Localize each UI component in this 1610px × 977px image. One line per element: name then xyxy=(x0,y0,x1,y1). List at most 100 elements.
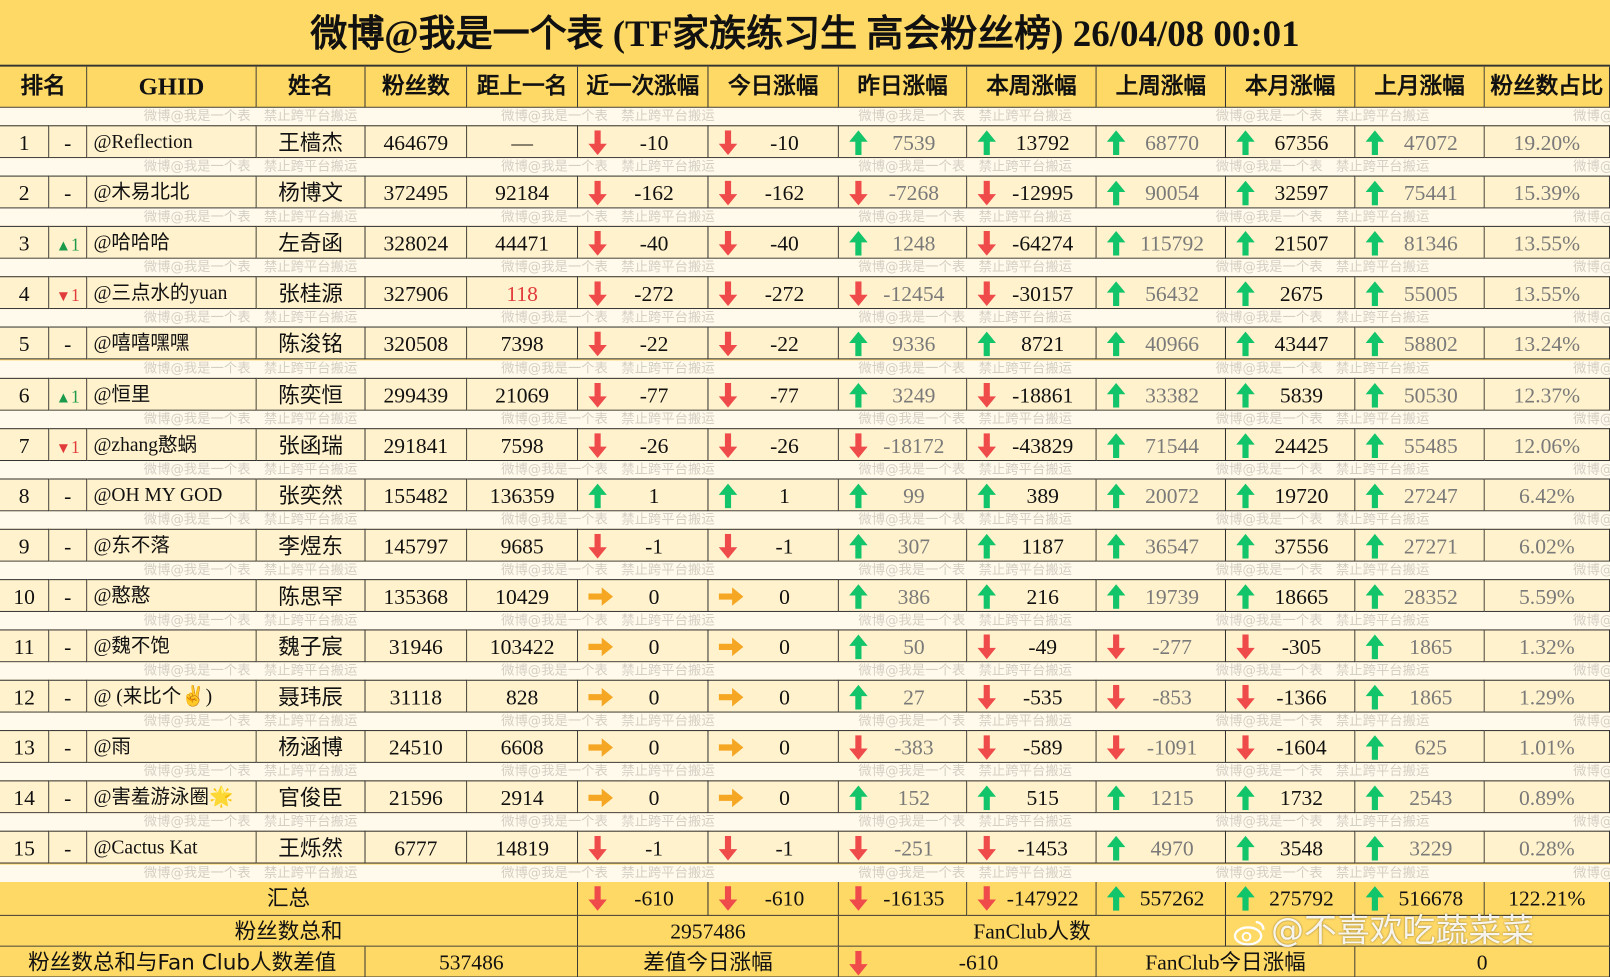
name-cell: 陈思罕 xyxy=(256,579,366,612)
column-header-gap[interactable]: 距上一名 xyxy=(467,66,579,108)
today-change-cell: -1 xyxy=(708,831,839,864)
last-month-change-cell: 28352 xyxy=(1355,579,1485,612)
arrow-up-icon xyxy=(977,332,996,357)
column-header-fans[interactable]: 粉丝数 xyxy=(365,66,468,108)
strip-watermark-text: 微博@我是一个表 禁止跨平台搬运 xyxy=(858,814,1073,831)
strip-watermark-text: 微博@我是一个表 禁止跨平台搬运 xyxy=(1215,562,1430,578)
rank-change-value: 1 xyxy=(71,285,80,306)
strip-watermark-text: 微博@我是一个表 禁止跨平台搬运 xyxy=(501,360,715,377)
ghid-cell[interactable]: @哈哈哈 xyxy=(87,226,257,259)
ghid-cell[interactable]: @雨 xyxy=(87,730,257,764)
rank-cell: 7 xyxy=(0,427,50,461)
this-week-change-value: -12995 xyxy=(1012,180,1074,206)
watermark-strip: 微博@我是一个表 禁止跨平台搬运 微博@我是一个表 禁止跨平台搬运 微博@我是一个表… xyxy=(0,511,1610,529)
last-week-change-value: 1215 xyxy=(1150,785,1194,811)
yesterday-change-value: 7539 xyxy=(892,130,936,156)
last-month-change-value: 3229 xyxy=(1409,836,1453,861)
strip-watermark-text: 微博@我是一个表 禁止跨平台搬运 xyxy=(1215,814,1430,831)
today-change-value: -10 xyxy=(770,130,799,156)
arrow-down-icon xyxy=(977,382,996,408)
recent-change-cell: 0 xyxy=(578,780,709,814)
ghid-cell[interactable]: @魏不饱 xyxy=(87,629,257,663)
fans-cell: 6777 xyxy=(365,831,468,864)
rank-change-cell: - xyxy=(49,730,88,764)
summary-yesterday-change-value: -16135 xyxy=(883,885,945,911)
strip-watermark-text: 微博@我是一个表 禁止跨平台搬运 xyxy=(501,411,715,427)
column-header-this-week-change[interactable]: 本周涨幅 xyxy=(967,66,1097,108)
ghid-cell[interactable]: @ (来比个✌️) xyxy=(87,679,257,713)
fans-cell: 291841 xyxy=(365,427,468,461)
today-change-cell: -272 xyxy=(708,276,839,310)
column-header-ghid[interactable]: GHID xyxy=(87,66,257,108)
column-header-last-week-change[interactable]: 上周涨幅 xyxy=(1096,66,1226,108)
last-month-change-cell: 47072 xyxy=(1355,125,1485,159)
strip-watermark-text: 微博@我是一个表 禁止跨平台搬运 xyxy=(1215,865,1430,881)
today-change-value: 0 xyxy=(779,584,790,609)
ghid-cell[interactable]: @三点水的yuan xyxy=(87,276,257,310)
this-month-change-cell: 32597 xyxy=(1225,175,1356,209)
yesterday-change-value: 9336 xyxy=(892,332,936,357)
yesterday-change-cell: 99 xyxy=(838,478,968,512)
ghid-cell[interactable]: @害羞游泳圈🌟 xyxy=(87,780,257,814)
this-month-change-value: 24425 xyxy=(1274,432,1329,458)
recent-change-cell: -1 xyxy=(578,528,709,562)
last-week-change-cell: 36547 xyxy=(1096,528,1226,562)
diff-today-change: -610 xyxy=(838,946,1097,977)
fans-cell: 327906 xyxy=(365,276,468,310)
arrow-up-icon xyxy=(977,584,996,609)
strip-watermark-text: 微博@我是一个表 禁止跨平台搬运 xyxy=(1215,159,1430,175)
column-header-today-change[interactable]: 今日涨幅 xyxy=(708,66,839,108)
this-week-change-cell: -12995 xyxy=(967,175,1097,209)
strip-watermark-text: 微博@我是一个表 禁止跨平台搬运 xyxy=(1573,360,1610,377)
last-month-change-value: 81346 xyxy=(1403,231,1458,256)
recent-change-cell: 0 xyxy=(578,629,709,663)
ghid-cell[interactable]: @Cactus Kat xyxy=(87,831,257,864)
ghid-cell[interactable]: @OH MY GOD xyxy=(87,478,257,512)
fans-fanclub-diff-label: 粉丝数总和与Fan Club人数差值 xyxy=(0,946,366,977)
ghid-cell[interactable]: @憨憨 xyxy=(87,579,257,612)
ghid-cell[interactable]: @恒里 xyxy=(87,377,257,411)
column-header-this-month-change[interactable]: 本月涨幅 xyxy=(1225,66,1356,108)
ghid-cell[interactable]: @木易北北 xyxy=(87,175,257,209)
ghid-cell[interactable]: @zhang憨蜗 xyxy=(87,427,257,461)
column-header-recent-change[interactable]: 近一次涨幅 xyxy=(578,66,709,108)
rank-cell: 15 xyxy=(0,831,50,864)
this-week-change-cell: -43829 xyxy=(967,427,1097,461)
rank-change-cell: - xyxy=(49,629,88,663)
ghid-cell[interactable]: @Reflection xyxy=(87,125,257,159)
summary-yesterday-change: -16135 xyxy=(838,881,968,916)
column-header-rank[interactable]: 排名 xyxy=(0,66,88,108)
column-header-fan-share[interactable]: 粉丝数占比 xyxy=(1484,66,1610,108)
yesterday-change-value: -7268 xyxy=(888,180,940,206)
arrow-down-icon xyxy=(977,432,996,458)
last-week-change-cell: 20072 xyxy=(1096,478,1226,512)
this-month-change-value: 43447 xyxy=(1274,332,1329,357)
today-change-value: -77 xyxy=(770,382,799,408)
arrow-up-icon xyxy=(1236,584,1255,609)
yesterday-change-value: 99 xyxy=(903,483,925,508)
triangle-down-icon: ▼ xyxy=(55,288,72,306)
summary-label: 汇总 xyxy=(0,881,579,916)
column-header-last-month-change[interactable]: 上月涨幅 xyxy=(1355,66,1485,108)
last-week-change-cell: 4970 xyxy=(1096,831,1226,864)
strip-watermark-text: 微博@我是一个表 禁止跨平台搬运 xyxy=(143,159,358,175)
arrow-down-icon xyxy=(588,885,607,911)
yesterday-change-cell: 9336 xyxy=(838,326,968,360)
recent-change-cell: 1 xyxy=(578,478,709,512)
strip-watermark-text: 微博@我是一个表 禁止跨平台搬运 xyxy=(858,108,1073,125)
ghid-cell[interactable]: @嘻嘻嘿嘿 xyxy=(87,326,257,360)
strip-watermark-text: 微博@我是一个表 禁止跨平台搬运 xyxy=(858,512,1073,528)
this-week-change-value: -49 xyxy=(1028,634,1058,660)
ghid-cell[interactable]: @东不落 xyxy=(87,528,257,562)
arrow-up-icon xyxy=(1365,684,1385,710)
yesterday-change-value: 3249 xyxy=(892,382,936,408)
recent-change-value: -1 xyxy=(645,533,664,559)
strip-watermark-text: 微博@我是一个表 禁止跨平台搬运 xyxy=(143,209,358,226)
column-header-name[interactable]: 姓名 xyxy=(256,66,366,108)
rank-change-cell: - xyxy=(49,780,88,814)
last-month-change-value: 27247 xyxy=(1403,483,1458,508)
arrow-up-icon xyxy=(849,684,868,710)
strip-watermark-text: 微博@我是一个表 禁止跨平台搬运 xyxy=(1215,512,1430,528)
column-header-yesterday-change[interactable]: 昨日涨幅 xyxy=(838,66,968,108)
last-week-change-cell: 1215 xyxy=(1096,780,1226,814)
